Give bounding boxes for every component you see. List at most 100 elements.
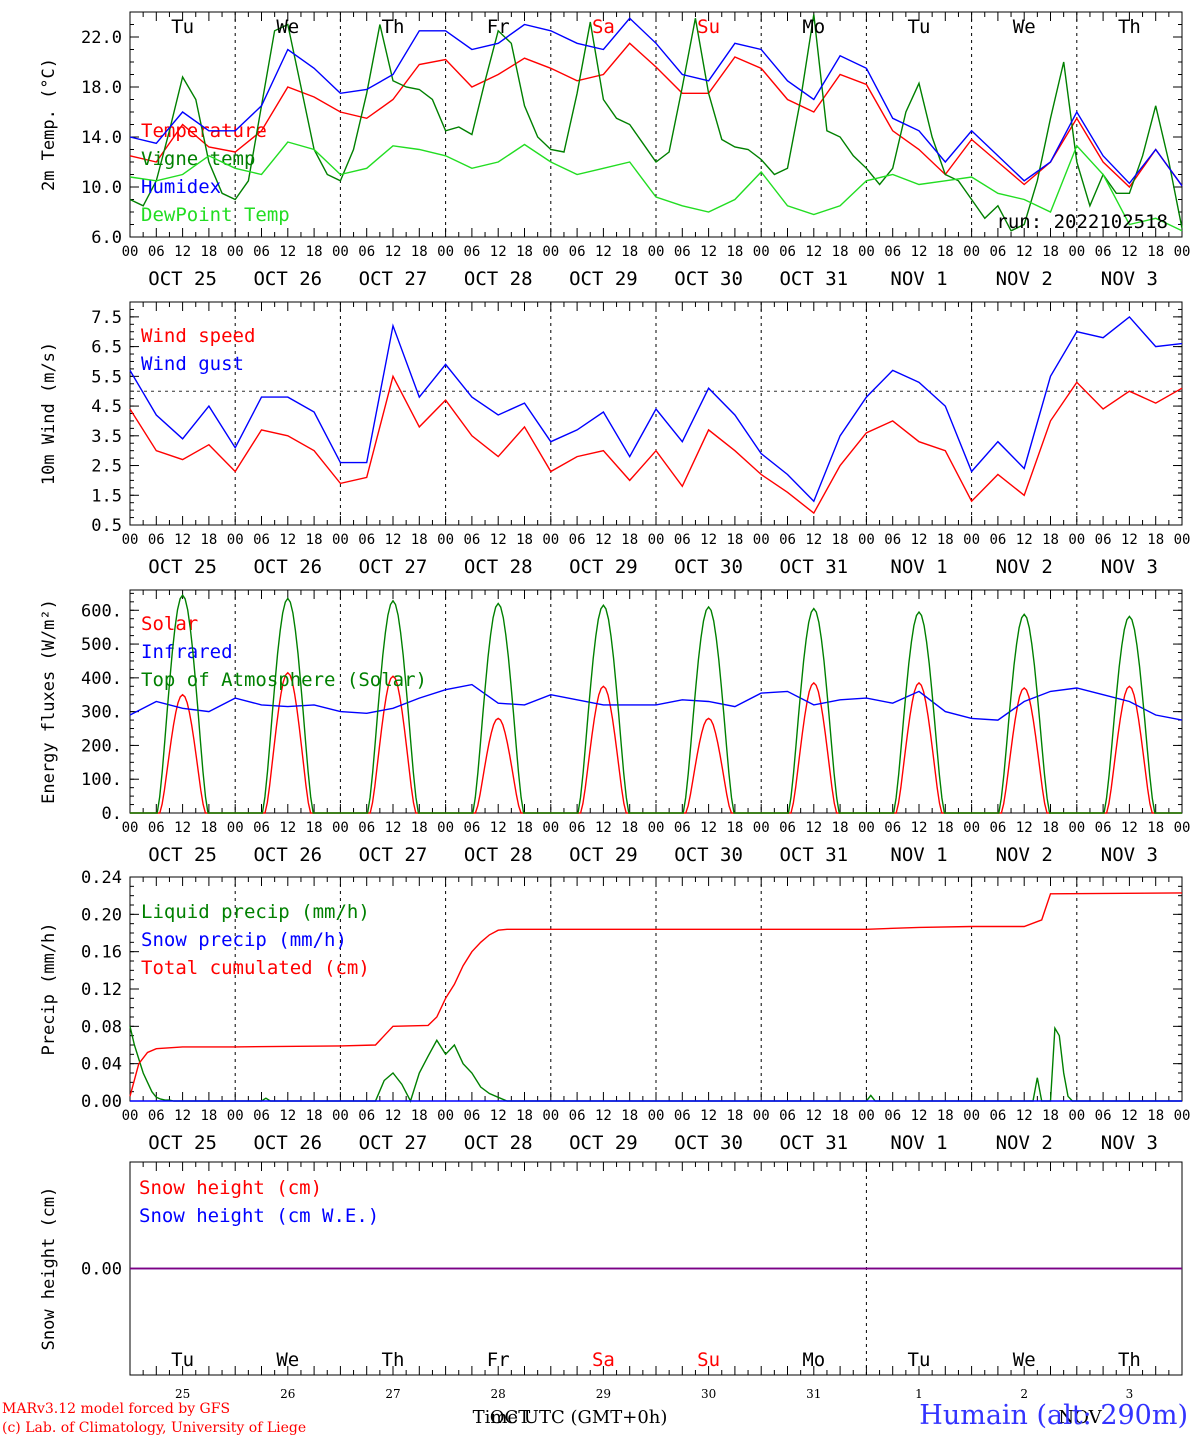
hour-label: 06 — [989, 532, 1006, 548]
panel-temperature: 6.0 10.0 14.0 18.0 22.0 2m Temp. (°C) Temperat… — [39, 11, 1190, 290]
series-line-solar — [130, 671, 1182, 814]
legend-total-cumulated-cm-: Total cumulated (cm) — [141, 957, 370, 979]
hour-label: 12 — [805, 244, 822, 260]
hour-label: 06 — [674, 1108, 691, 1124]
hour-label: 00 — [332, 820, 349, 836]
hour-label: 18 — [937, 820, 954, 836]
day-number: 27 — [385, 1387, 400, 1401]
hour-label: 06 — [989, 244, 1006, 260]
hour-label: 06 — [569, 532, 586, 548]
series-line-top-of-atmosphere-solar- — [130, 593, 1182, 814]
date-label: OCT 26 — [253, 1132, 322, 1154]
hour-label: 18 — [832, 532, 849, 548]
y-axis-label: Precip (mm/h) — [39, 922, 59, 1055]
hour-label: 12 — [174, 532, 191, 548]
hour-label: 00 — [437, 244, 454, 260]
panel-wind: 0.5 1.5 2.5 3.5 4.5 5.5 6.5 7.5 10m Wind (m/s) Wi… — [39, 301, 1191, 578]
hour-label: 06 — [148, 244, 165, 260]
hour-label: 18 — [200, 1108, 217, 1124]
hour-label: 12 — [490, 820, 507, 836]
date-label: NOV 1 — [890, 844, 947, 866]
day-label-top: Sa — [592, 16, 615, 38]
hour-label: 06 — [884, 1108, 901, 1124]
y-tick-label: 0.12 — [81, 980, 122, 1000]
hour-label: 12 — [911, 1108, 928, 1124]
hour-label: 12 — [1016, 244, 1033, 260]
hour-label: 00 — [858, 532, 875, 548]
hour-label: 06 — [569, 244, 586, 260]
date-label: NOV 3 — [1101, 1132, 1158, 1154]
hour-label: 12 — [490, 1108, 507, 1124]
hour-label: 18 — [306, 532, 323, 548]
day-label-top: We — [276, 16, 299, 38]
hour-label: 18 — [726, 1108, 743, 1124]
day-label-top: Mo — [802, 16, 825, 38]
day-label-bottom: We — [1013, 1349, 1036, 1371]
date-label: OCT 27 — [359, 268, 428, 290]
hour-label: 18 — [621, 244, 638, 260]
date-label: OCT 31 — [779, 268, 848, 290]
hour-label: 12 — [1121, 820, 1138, 836]
y-tick-label: 0.08 — [81, 1017, 122, 1037]
hour-label: 18 — [1042, 1108, 1059, 1124]
hour-label: 00 — [1174, 532, 1191, 548]
date-label: OCT 27 — [359, 556, 428, 578]
y-tick-label: 14.0 — [81, 128, 122, 148]
hour-label: 18 — [516, 244, 533, 260]
hour-label: 00 — [963, 244, 980, 260]
y-axis-label: 10m Wind (m/s) — [39, 342, 59, 485]
hour-label: 00 — [648, 820, 665, 836]
y-tick-label: 600. — [81, 601, 122, 621]
panel-energy: 0. 100. 200. 300. 400. 500. 600. Energy fluxes … — [39, 589, 1190, 866]
y-tick-label: 22.0 — [81, 28, 122, 48]
hour-label: 00 — [122, 1108, 139, 1124]
hour-label: 00 — [963, 820, 980, 836]
legend-wind-gust: Wind gust — [141, 353, 244, 375]
legend-vigne-temp: Vigne temp — [141, 148, 255, 170]
day-number: 3 — [1126, 1387, 1134, 1401]
hour-label: 06 — [358, 532, 375, 548]
hour-label: 12 — [700, 532, 717, 548]
date-label: OCT 29 — [569, 844, 638, 866]
date-label: OCT 28 — [464, 1132, 533, 1154]
date-label: NOV 2 — [996, 556, 1053, 578]
hour-label: 18 — [832, 820, 849, 836]
y-tick-label: 0. — [102, 804, 122, 824]
hour-label: 12 — [279, 820, 296, 836]
hour-label: 00 — [1174, 1108, 1191, 1124]
hour-label: 18 — [200, 244, 217, 260]
date-label: NOV 2 — [996, 268, 1053, 290]
date-label: OCT 25 — [148, 1132, 217, 1154]
hour-label: 12 — [805, 820, 822, 836]
hour-label: 12 — [385, 532, 402, 548]
legend-humidex: Humidex — [141, 176, 221, 198]
date-label: NOV 2 — [996, 1132, 1053, 1154]
hour-label: 00 — [122, 532, 139, 548]
legend-snow-height-cm-w-e-: Snow height (cm W.E.) — [139, 1205, 379, 1227]
hour-label: 12 — [700, 820, 717, 836]
run-label: run: 2022102518 — [996, 211, 1168, 233]
hour-label: 12 — [1016, 820, 1033, 836]
hour-label: 06 — [884, 820, 901, 836]
date-label: OCT 26 — [253, 844, 322, 866]
series-line-total-cumulated-cm- — [129, 892, 1183, 1097]
day-number: 25 — [175, 1387, 190, 1401]
hour-label: 06 — [463, 820, 480, 836]
hour-label: 00 — [227, 1108, 244, 1124]
hour-label: 00 — [332, 1108, 349, 1124]
hour-label: 06 — [779, 532, 796, 548]
day-label-top: Th — [1118, 16, 1141, 38]
day-label-bottom: Th — [382, 1349, 405, 1371]
y-tick-label: 6.5 — [91, 338, 122, 358]
y-tick-label: 2.5 — [91, 457, 122, 477]
day-label-top: Su — [697, 16, 720, 38]
hour-label: 18 — [306, 1108, 323, 1124]
y-tick-label: 1.5 — [91, 486, 122, 506]
legend-snow-precip-mm-h-: Snow precip (mm/h) — [141, 929, 347, 951]
hour-label: 06 — [358, 820, 375, 836]
hour-label: 18 — [411, 820, 428, 836]
hour-label: 12 — [700, 244, 717, 260]
y-tick-label: 4.5 — [91, 397, 122, 417]
hour-label: 12 — [385, 1108, 402, 1124]
series-line-wind-gust — [129, 315, 1183, 503]
